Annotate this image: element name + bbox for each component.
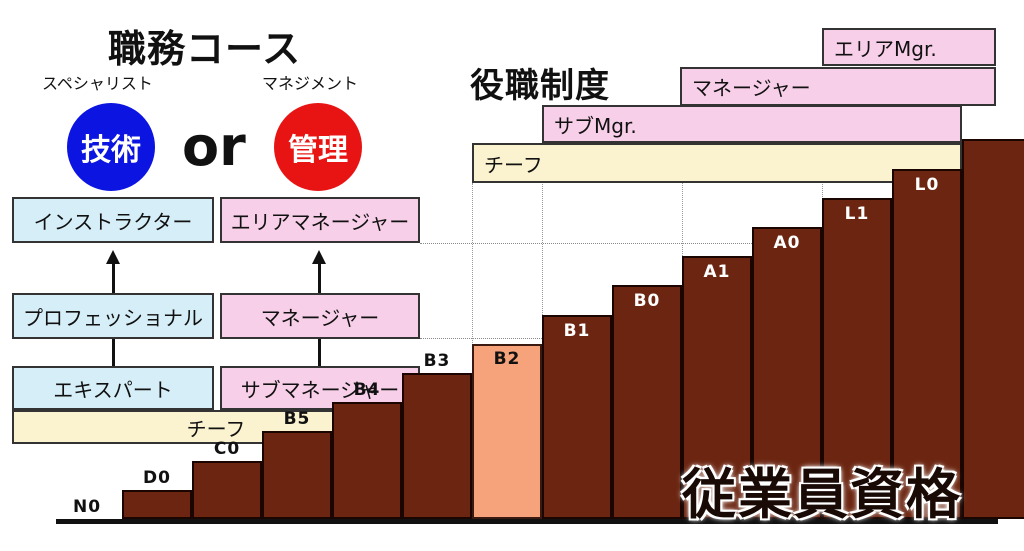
chief-role: チーフ [472, 143, 962, 183]
management-label: マネジメント [262, 74, 359, 93]
position-system-title: 役職制度 [470, 66, 610, 106]
guide-line [472, 183, 473, 445]
sub-manager-box: サブマネージャー [220, 366, 420, 410]
guide-line [420, 243, 822, 244]
guide-line [682, 106, 683, 338]
specialist-label: スペシャリスト [42, 74, 153, 93]
grade-bar [262, 431, 332, 519]
area-manager-box: エリアマネージャー [220, 197, 420, 243]
expert-box: エキスパート [12, 366, 214, 410]
grade-bar [682, 256, 752, 519]
grade-label: A1 [703, 262, 731, 282]
arrow-line [112, 263, 115, 293]
manager-role: マネージャー [680, 67, 996, 106]
grade-label: N0 [72, 497, 102, 517]
technical-circle: 技術 [67, 103, 155, 191]
grade-label: L0 [914, 175, 940, 195]
career-course-title: 職務コース [108, 27, 302, 71]
grade-label: D0 [143, 468, 171, 488]
employee-grades-title: 従業員資格 [682, 463, 962, 526]
grade-bar [472, 344, 542, 519]
professional-box: プロフェッショナル [12, 293, 214, 339]
sub-mgr-role: サブMgr. [542, 105, 962, 143]
grade-bar [822, 198, 892, 519]
grade-label: B0 [633, 291, 661, 311]
up-arrow-icon [312, 250, 326, 264]
up-arrow-icon [106, 250, 120, 264]
connector-line [112, 339, 115, 366]
grade-label: C0 [213, 439, 241, 459]
connector-line [318, 339, 321, 366]
guide-line [542, 143, 543, 413]
grade-bar [892, 169, 962, 519]
grade-bar [752, 227, 822, 519]
grade-bar [612, 285, 682, 519]
or-text: or [182, 115, 246, 178]
manager-box: マネージャー [220, 293, 420, 339]
grade-label: B4 [353, 380, 381, 400]
instructor-box: インストラクター [12, 197, 214, 243]
grade-bar [192, 461, 262, 519]
grade-bar [542, 315, 612, 519]
grade-label: B1 [563, 321, 591, 341]
area-mgr-role: エリアMgr. [822, 28, 996, 66]
grade-label: B5 [283, 409, 311, 429]
arrow-line [318, 263, 321, 293]
grade-bar [332, 402, 402, 519]
baseline [56, 519, 998, 524]
grade-label: B3 [423, 351, 451, 371]
grade-bar [122, 490, 192, 519]
management-circle: 管理 [274, 103, 362, 191]
grade-label: B2 [493, 349, 521, 369]
grade-label: A0 [773, 233, 801, 253]
grade-bar [402, 373, 472, 519]
grade-bar [962, 139, 1024, 519]
grade-label: L1 [844, 204, 870, 224]
